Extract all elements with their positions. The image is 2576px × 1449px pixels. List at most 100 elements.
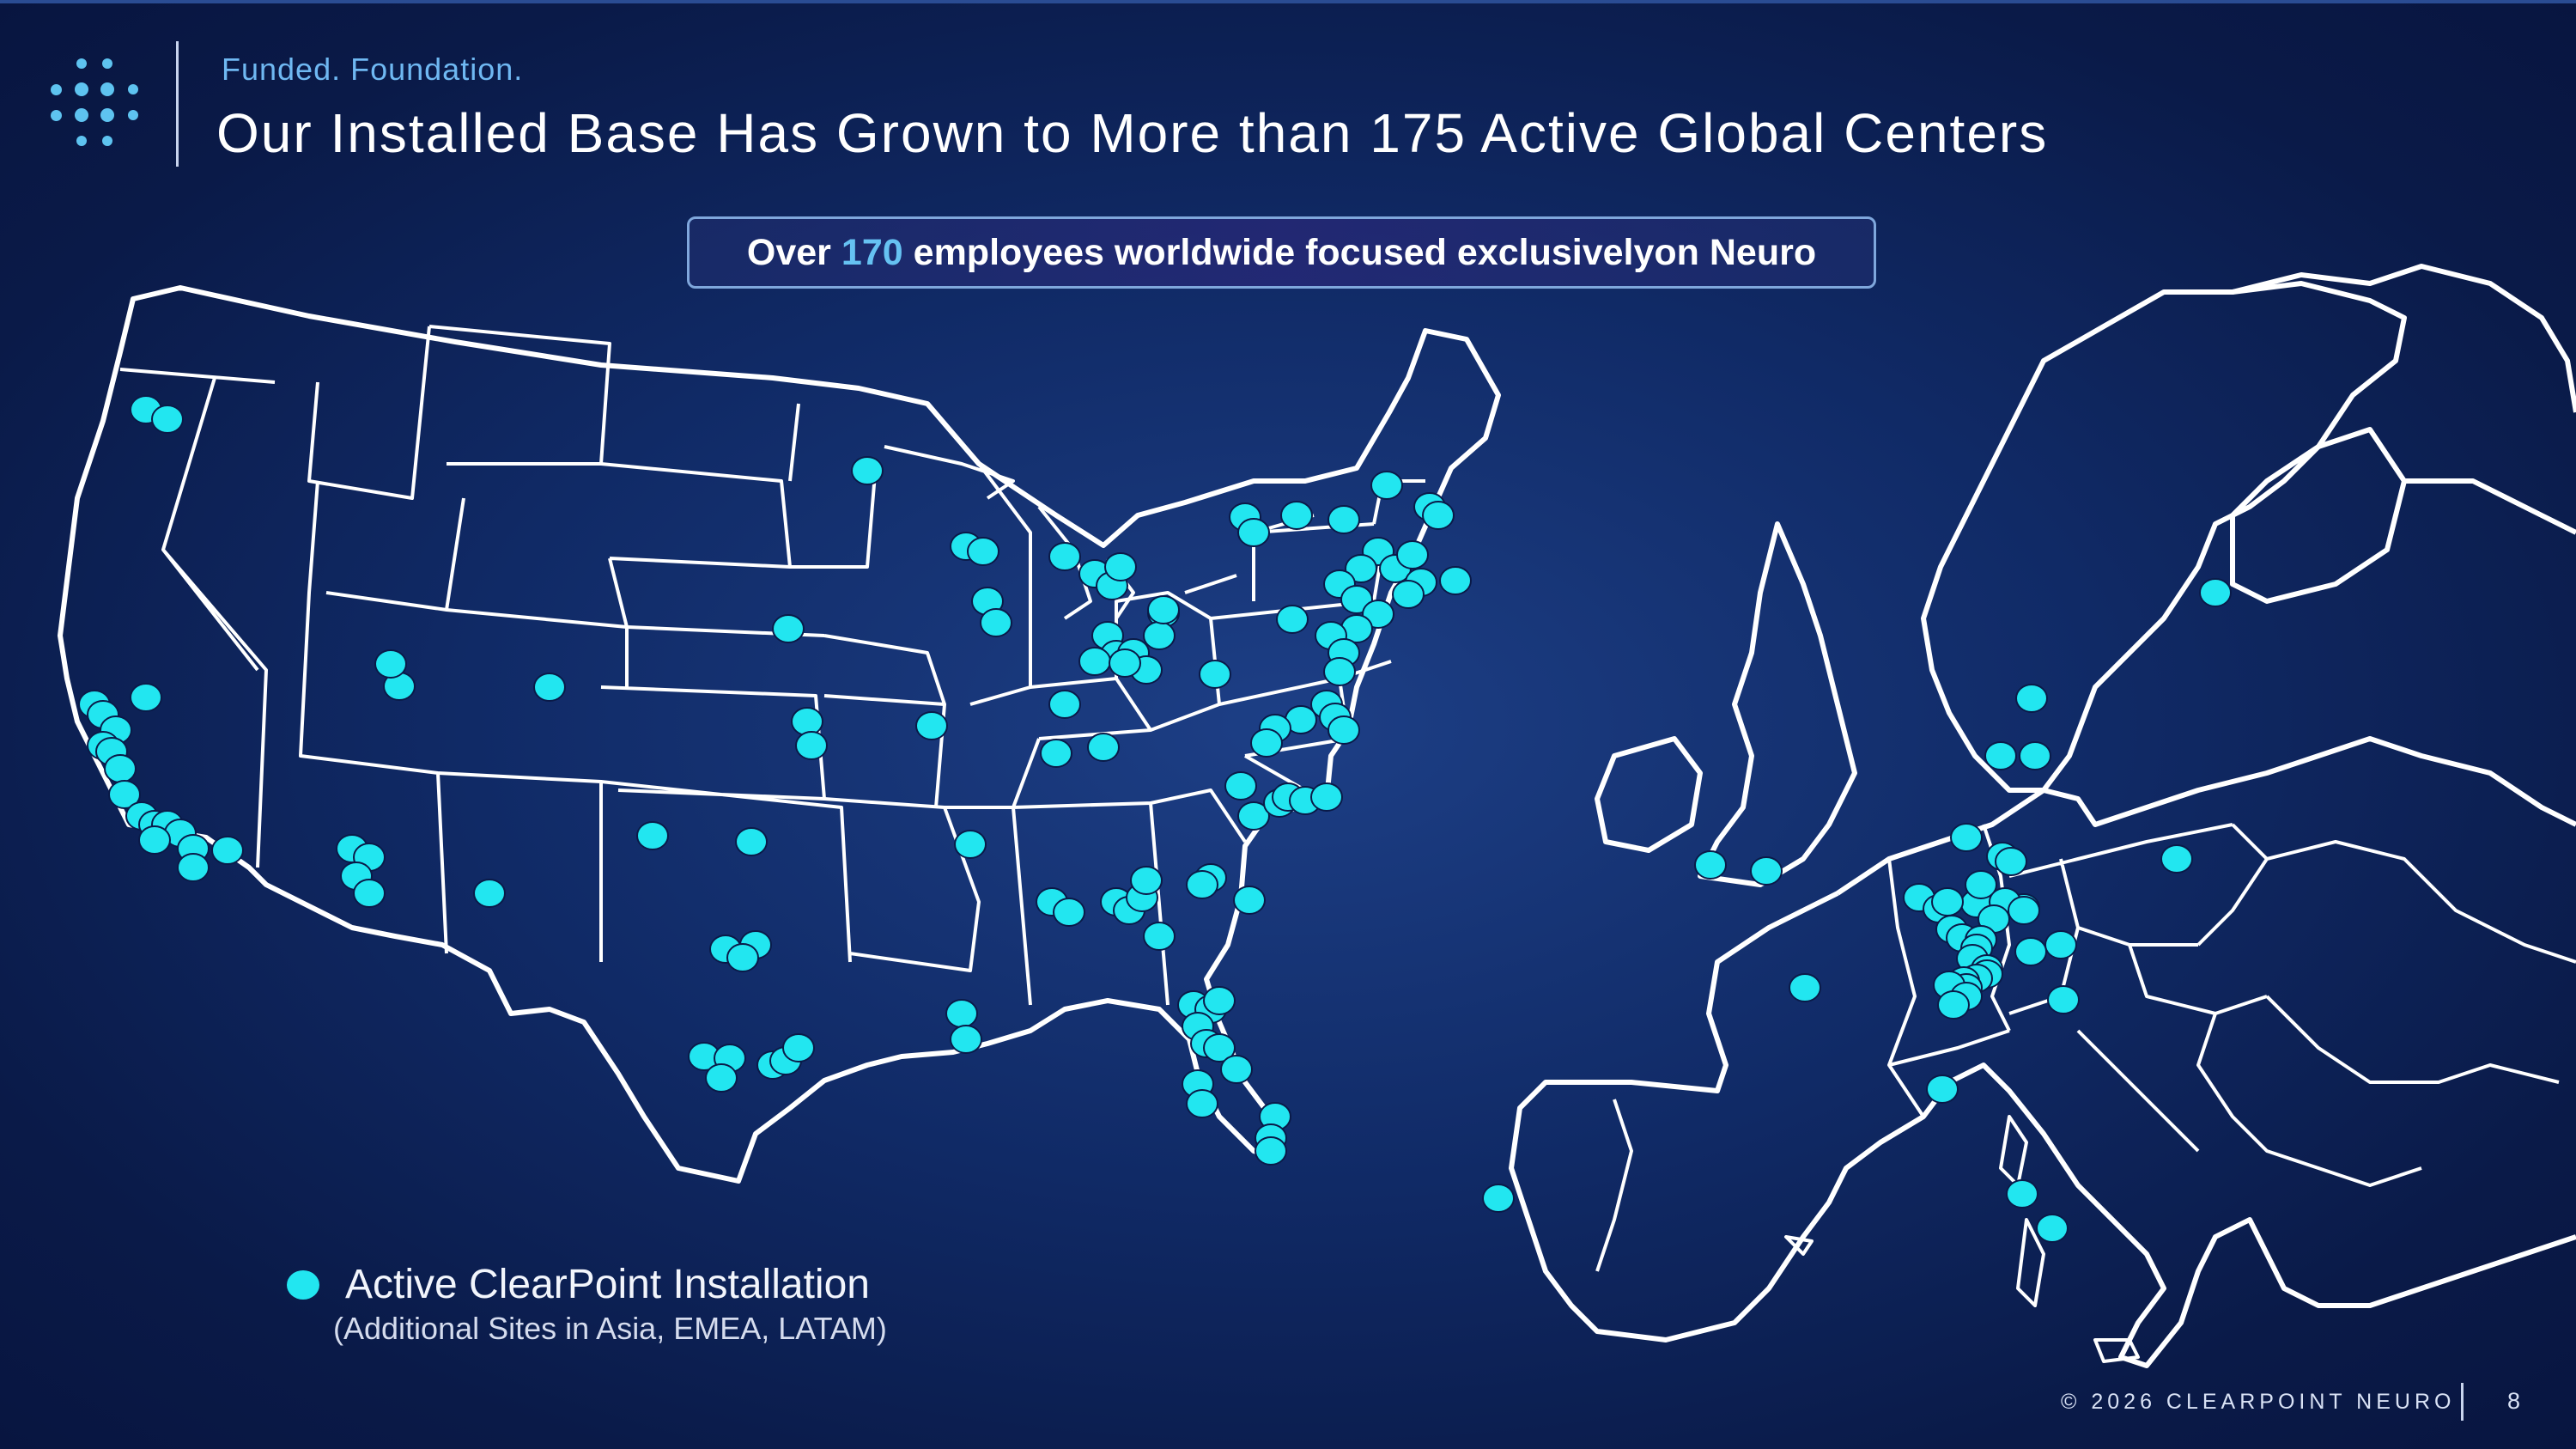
- us-installation-marker: [950, 1025, 982, 1054]
- us-installation-marker: [772, 614, 805, 643]
- europe-installation-marker: [2160, 844, 2193, 874]
- us-installation-marker: [1048, 542, 1081, 571]
- us-installation-marker: [967, 537, 999, 566]
- banner-highlight-number: 170: [841, 231, 903, 273]
- us-installation-marker: [851, 456, 884, 485]
- us-installation-marker: [211, 836, 244, 865]
- us-installation-marker: [104, 754, 137, 783]
- us-installation-marker: [1327, 715, 1360, 745]
- mainland-europe-outline: [1509, 736, 2576, 1368]
- europe-installation-marker: [2006, 1179, 2038, 1209]
- us-installation-marker: [1203, 1033, 1236, 1062]
- us-installation-marker: [1048, 690, 1081, 719]
- us-installation-marker: [1237, 518, 1270, 547]
- uk-ireland-outline: [1595, 521, 1857, 887]
- europe-installation-marker: [1995, 847, 2027, 876]
- europe-installation-marker: [1937, 990, 1970, 1020]
- page-number: 8: [2507, 1388, 2521, 1414]
- europe-installation-marker: [2015, 684, 2048, 713]
- us-installation-marker: [705, 1063, 738, 1093]
- us-installation-marker: [130, 683, 162, 712]
- page-title: Our Installed Base Has Grown to More tha…: [216, 102, 2049, 164]
- us-installation-marker: [1130, 866, 1163, 895]
- us-installation-marker: [151, 405, 184, 434]
- footer-copyright: © 2026 CLEARPOINT NEURO: [2061, 1390, 2456, 1414]
- us-installation-marker: [1186, 870, 1218, 899]
- us-installation-marker: [1439, 566, 1472, 595]
- legend-label: Active ClearPoint Installation: [345, 1262, 870, 1307]
- europe-installation-marker: [2044, 930, 2077, 959]
- europe-installation-marker: [1984, 741, 2017, 770]
- us-installation-marker: [1237, 801, 1270, 831]
- europe-installation-marker: [2014, 937, 2047, 966]
- us-installation-marker: [1087, 733, 1120, 762]
- us-installation-marker: [636, 821, 669, 850]
- us-installation-marker: [1109, 648, 1141, 678]
- europe-installation-marker: [1694, 850, 1727, 880]
- europe-installation-marker: [1931, 887, 1964, 916]
- us-installation-marker: [1396, 540, 1429, 569]
- europe-installation-marker: [1482, 1184, 1515, 1213]
- us-installation-marker: [1422, 501, 1455, 530]
- us-installation-marker: [374, 649, 407, 679]
- europe-map: [1509, 264, 2576, 1368]
- us-installation-marker: [1040, 739, 1072, 768]
- legend-sublabel: (Additional Sites in Asia, EMEA, LATAM): [333, 1311, 887, 1346]
- europe-installation-marker: [1750, 856, 1783, 886]
- europe-installation-marker: [2036, 1214, 2069, 1243]
- us-installation-marker: [1276, 605, 1309, 634]
- us-installation-marker: [1147, 595, 1180, 624]
- usa-state-borders: [119, 325, 1425, 1006]
- us-installation-marker: [1323, 657, 1356, 686]
- us-installation-marker: [954, 830, 987, 859]
- scandinavia-outline: [1921, 281, 2407, 793]
- us-installation-marker: [1053, 898, 1085, 927]
- us-installation-marker: [1203, 986, 1236, 1015]
- us-installation-marker: [1224, 771, 1257, 801]
- europe-installation-marker: [1926, 1075, 1959, 1104]
- mediterranean-islands: [1784, 1115, 2140, 1363]
- us-installation-marker: [915, 711, 948, 740]
- us-installation-marker: [735, 827, 768, 856]
- europe-installation-marker: [2199, 578, 2232, 607]
- us-installation-marker: [1255, 1136, 1287, 1166]
- europe-installation-marker: [1789, 973, 1821, 1002]
- us-installation-marker: [1143, 922, 1176, 951]
- header-divider: [176, 41, 179, 167]
- us-installation-marker: [726, 943, 759, 972]
- us-installation-marker: [1199, 660, 1231, 689]
- employees-banner: Over 170 employees worldwide focused exc…: [687, 216, 1876, 289]
- us-installation-marker: [1345, 554, 1377, 583]
- legend-marker-icon: [287, 1270, 319, 1300]
- us-installation-marker: [1392, 580, 1425, 609]
- banner-suffix: employees worldwide focused exclusivelyo…: [913, 231, 1817, 273]
- us-installation-marker: [782, 1033, 815, 1062]
- europe-installation-marker: [1965, 870, 1997, 899]
- us-installation-marker: [1143, 621, 1176, 650]
- us-installation-marker: [795, 731, 828, 760]
- europe-country-borders: [1595, 823, 2576, 1272]
- us-installation-marker: [138, 825, 171, 855]
- us-installation-marker: [1186, 1089, 1218, 1118]
- banner-prefix: Over: [746, 231, 831, 273]
- us-installation-marker: [1370, 471, 1403, 500]
- us-installation-marker: [1327, 505, 1360, 534]
- us-installation-marker: [108, 780, 141, 809]
- header-kicker: Funded. Foundation.: [222, 52, 524, 87]
- top-accent-line: [0, 0, 2576, 3]
- us-installation-marker: [1104, 552, 1137, 581]
- brand-dot-logo-icon: [43, 57, 138, 151]
- finland-russia-outline: [2230, 264, 2576, 604]
- us-installation-marker: [1250, 728, 1283, 758]
- us-installation-marker: [1280, 501, 1313, 530]
- us-installation-marker: [791, 707, 823, 736]
- us-installation-marker: [1220, 1055, 1253, 1084]
- europe-installation-marker: [2008, 896, 2040, 925]
- us-installation-marker: [1078, 647, 1111, 676]
- europe-installation-marker: [2019, 741, 2051, 770]
- europe-installation-marker: [1950, 823, 1983, 852]
- us-installation-marker: [1233, 886, 1266, 915]
- us-installation-marker: [353, 879, 386, 908]
- us-installation-marker: [177, 853, 210, 882]
